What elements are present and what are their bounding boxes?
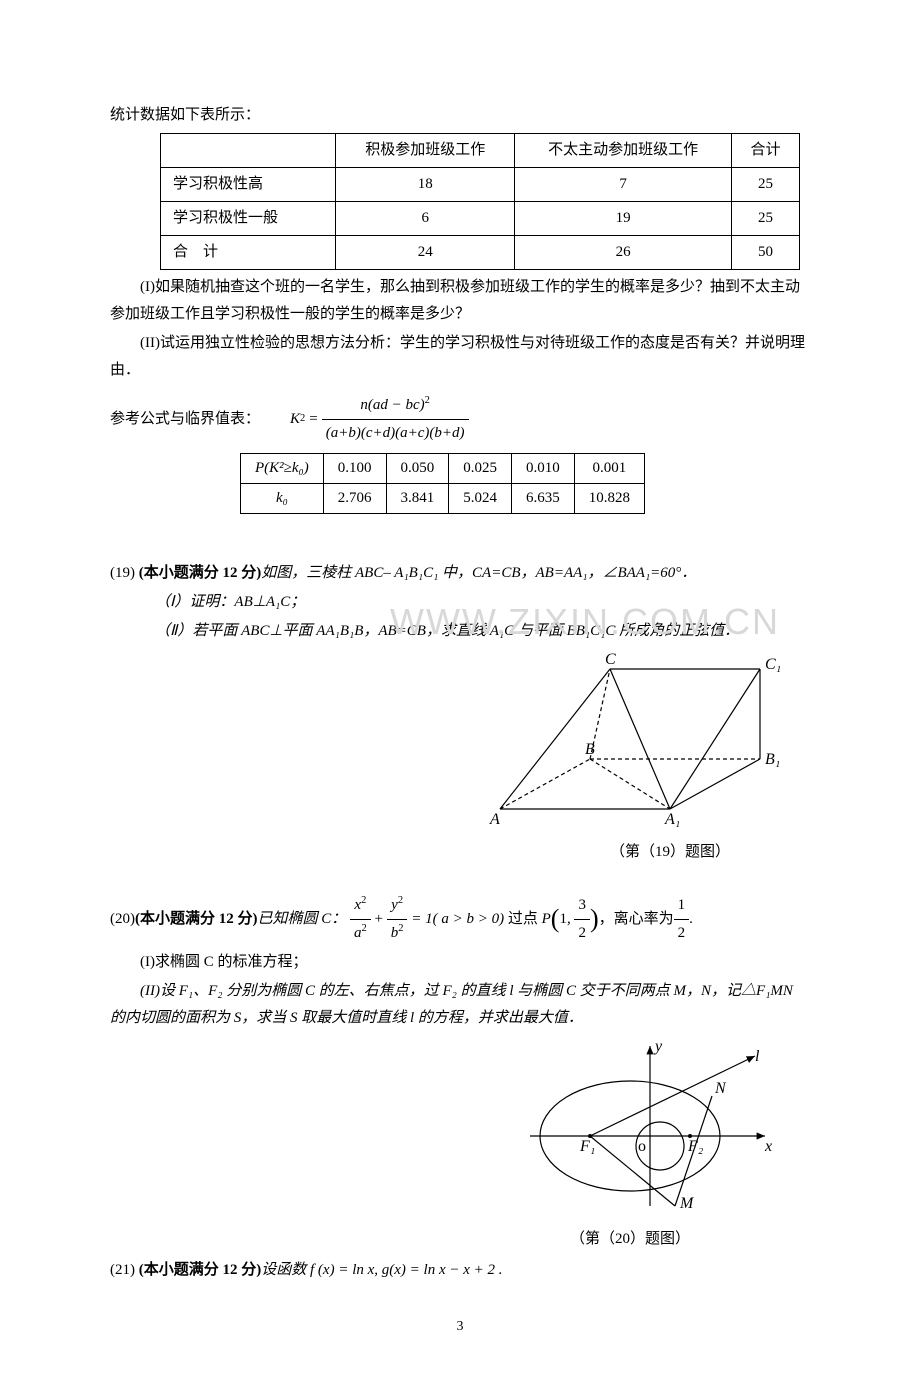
td: 2.706 bbox=[323, 484, 386, 514]
td: 5.024 bbox=[449, 484, 512, 514]
td: 25 bbox=[731, 202, 799, 236]
label-B1: B₁ bbox=[765, 751, 780, 768]
th bbox=[161, 134, 336, 168]
q20-caption: （第（20）题图） bbox=[110, 1226, 780, 1253]
label-B: B bbox=[585, 741, 595, 758]
q21-num: (21) bbox=[110, 1262, 135, 1278]
table-row: P(K²≥k₀) 0.100 0.050 0.025 0.010 0.001 bbox=[241, 454, 645, 484]
td: 0.001 bbox=[574, 454, 644, 484]
table-row: 合 计 24 26 50 bbox=[161, 236, 800, 270]
page-number: 3 bbox=[110, 1314, 810, 1339]
th: 不太主动参加班级工作 bbox=[515, 134, 732, 168]
td: 学习积极性一般 bbox=[161, 202, 336, 236]
question-II: (II)试运用独立性检验的思想方法分析：学生的学习积极性与对待班级工作的态度是否… bbox=[110, 330, 810, 384]
q21-line: (21) (本小题满分 12 分)设函数 f (x) = ln x, g(x) … bbox=[110, 1257, 810, 1284]
label-l: l bbox=[755, 1048, 760, 1065]
label-o: o bbox=[638, 1138, 646, 1155]
q21-head: (本小题满分 12 分) bbox=[139, 1262, 262, 1278]
q20-p2: (II)设 F₁、F₂ 分别为椭圆 C 的左、右焦点，过 F₂ 的直线 l 与椭… bbox=[110, 978, 810, 1032]
q20-pre: 已知椭圆 C： bbox=[258, 906, 347, 933]
formula-K: K bbox=[290, 406, 300, 433]
table-row: k₀ 2.706 3.841 5.024 6.635 10.828 bbox=[241, 484, 645, 514]
td: k₀ bbox=[241, 484, 324, 514]
label-F2: F₂ bbox=[687, 1138, 704, 1155]
td: 10.828 bbox=[574, 484, 644, 514]
td: 6.635 bbox=[512, 484, 575, 514]
eq-sign: = bbox=[309, 406, 317, 433]
q19-p2: （Ⅱ）若平面 ABC⊥平面 AA₁B₁B，AB=CB，求直线 A₁C 与平面 B… bbox=[110, 618, 810, 645]
prism-figure: C C₁ B B₁ A A₁ bbox=[470, 649, 790, 829]
td: 0.050 bbox=[386, 454, 449, 484]
td: 0.010 bbox=[512, 454, 575, 484]
td: 18 bbox=[336, 168, 515, 202]
td: 3.841 bbox=[386, 484, 449, 514]
label-C1: C₁ bbox=[765, 656, 781, 673]
td: 合 计 bbox=[161, 236, 336, 270]
label-x: x bbox=[764, 1138, 772, 1155]
label-M: M bbox=[679, 1195, 695, 1212]
q20-num: (20) bbox=[110, 906, 135, 933]
td: 50 bbox=[731, 236, 799, 270]
q20-post2: ，离心率为 bbox=[599, 906, 674, 933]
q20-line: (20) (本小题满分 12 分) 已知椭圆 C： x2a2 + y2b2 = … bbox=[110, 892, 810, 947]
formula-num: n(ad − bc) bbox=[360, 397, 424, 413]
table-row: 学习积极性一般 6 19 25 bbox=[161, 202, 800, 236]
q20-post1: 过点 bbox=[508, 906, 538, 933]
table-row: 积极参加班级工作 不太主动参加班级工作 合计 bbox=[161, 134, 800, 168]
td: 19 bbox=[515, 202, 732, 236]
td: 26 bbox=[515, 236, 732, 270]
critical-table: P(K²≥k₀) 0.100 0.050 0.025 0.010 0.001 k… bbox=[240, 453, 645, 514]
q20-p1: (I)求椭圆 C 的标准方程； bbox=[110, 949, 810, 976]
th: 合计 bbox=[731, 134, 799, 168]
td: 0.100 bbox=[323, 454, 386, 484]
q20-head: (本小题满分 12 分) bbox=[135, 906, 258, 933]
formula-label: 参考公式与临界值表： bbox=[110, 406, 260, 433]
formula-k2: 参考公式与临界值表： K2 = n(ad − bc)2 (a+b)(c+d)(a… bbox=[110, 392, 810, 447]
td: P(K²≥k₀) bbox=[241, 454, 324, 484]
label-C: C bbox=[605, 651, 616, 668]
q19-caption: （第（19）题图） bbox=[110, 839, 790, 866]
td: 6 bbox=[336, 202, 515, 236]
q21-body: 设函数 f (x) = ln x, g(x) = ln x − x + 2 . bbox=[261, 1262, 502, 1278]
td: 7 bbox=[515, 168, 732, 202]
data-table-1: 积极参加班级工作 不太主动参加班级工作 合计 学习积极性高 18 7 25 学习… bbox=[160, 133, 800, 270]
q19-line: (19) (本小题满分 12 分)如图，三棱柱 ABC– A₁B₁C₁ 中，CA… bbox=[110, 560, 810, 587]
label-F1: F₁ bbox=[579, 1138, 595, 1155]
label-A: A bbox=[489, 811, 500, 828]
ellipse-figure: y l N F₁ o F₂ x M bbox=[520, 1036, 780, 1216]
td: 24 bbox=[336, 236, 515, 270]
q19-p1: （Ⅰ）证明：AB⊥A₁C； bbox=[110, 589, 810, 616]
td: 25 bbox=[731, 168, 799, 202]
formula-den: (a+b)(c+d)(a+c)(b+d) bbox=[322, 420, 469, 447]
label-y: y bbox=[653, 1038, 663, 1055]
intro-line: 统计数据如下表所示： bbox=[110, 102, 810, 129]
label-N: N bbox=[714, 1080, 727, 1097]
q19-body: 如图，三棱柱 ABC– A₁B₁C₁ 中，CA=CB，AB=AA₁，∠BAA₁=… bbox=[261, 565, 696, 581]
label-A1: A₁ bbox=[664, 811, 680, 828]
table-row: 学习积极性高 18 7 25 bbox=[161, 168, 800, 202]
q19-head: (本小题满分 12 分) bbox=[139, 565, 262, 581]
q19-num: (19) bbox=[110, 565, 135, 581]
question-I: (I)如果随机抽查这个班的一名学生，那么抽到积极参加班级工作的学生的概率是多少？… bbox=[110, 274, 810, 328]
td: 0.025 bbox=[449, 454, 512, 484]
td: 学习积极性高 bbox=[161, 168, 336, 202]
th: 积极参加班级工作 bbox=[336, 134, 515, 168]
